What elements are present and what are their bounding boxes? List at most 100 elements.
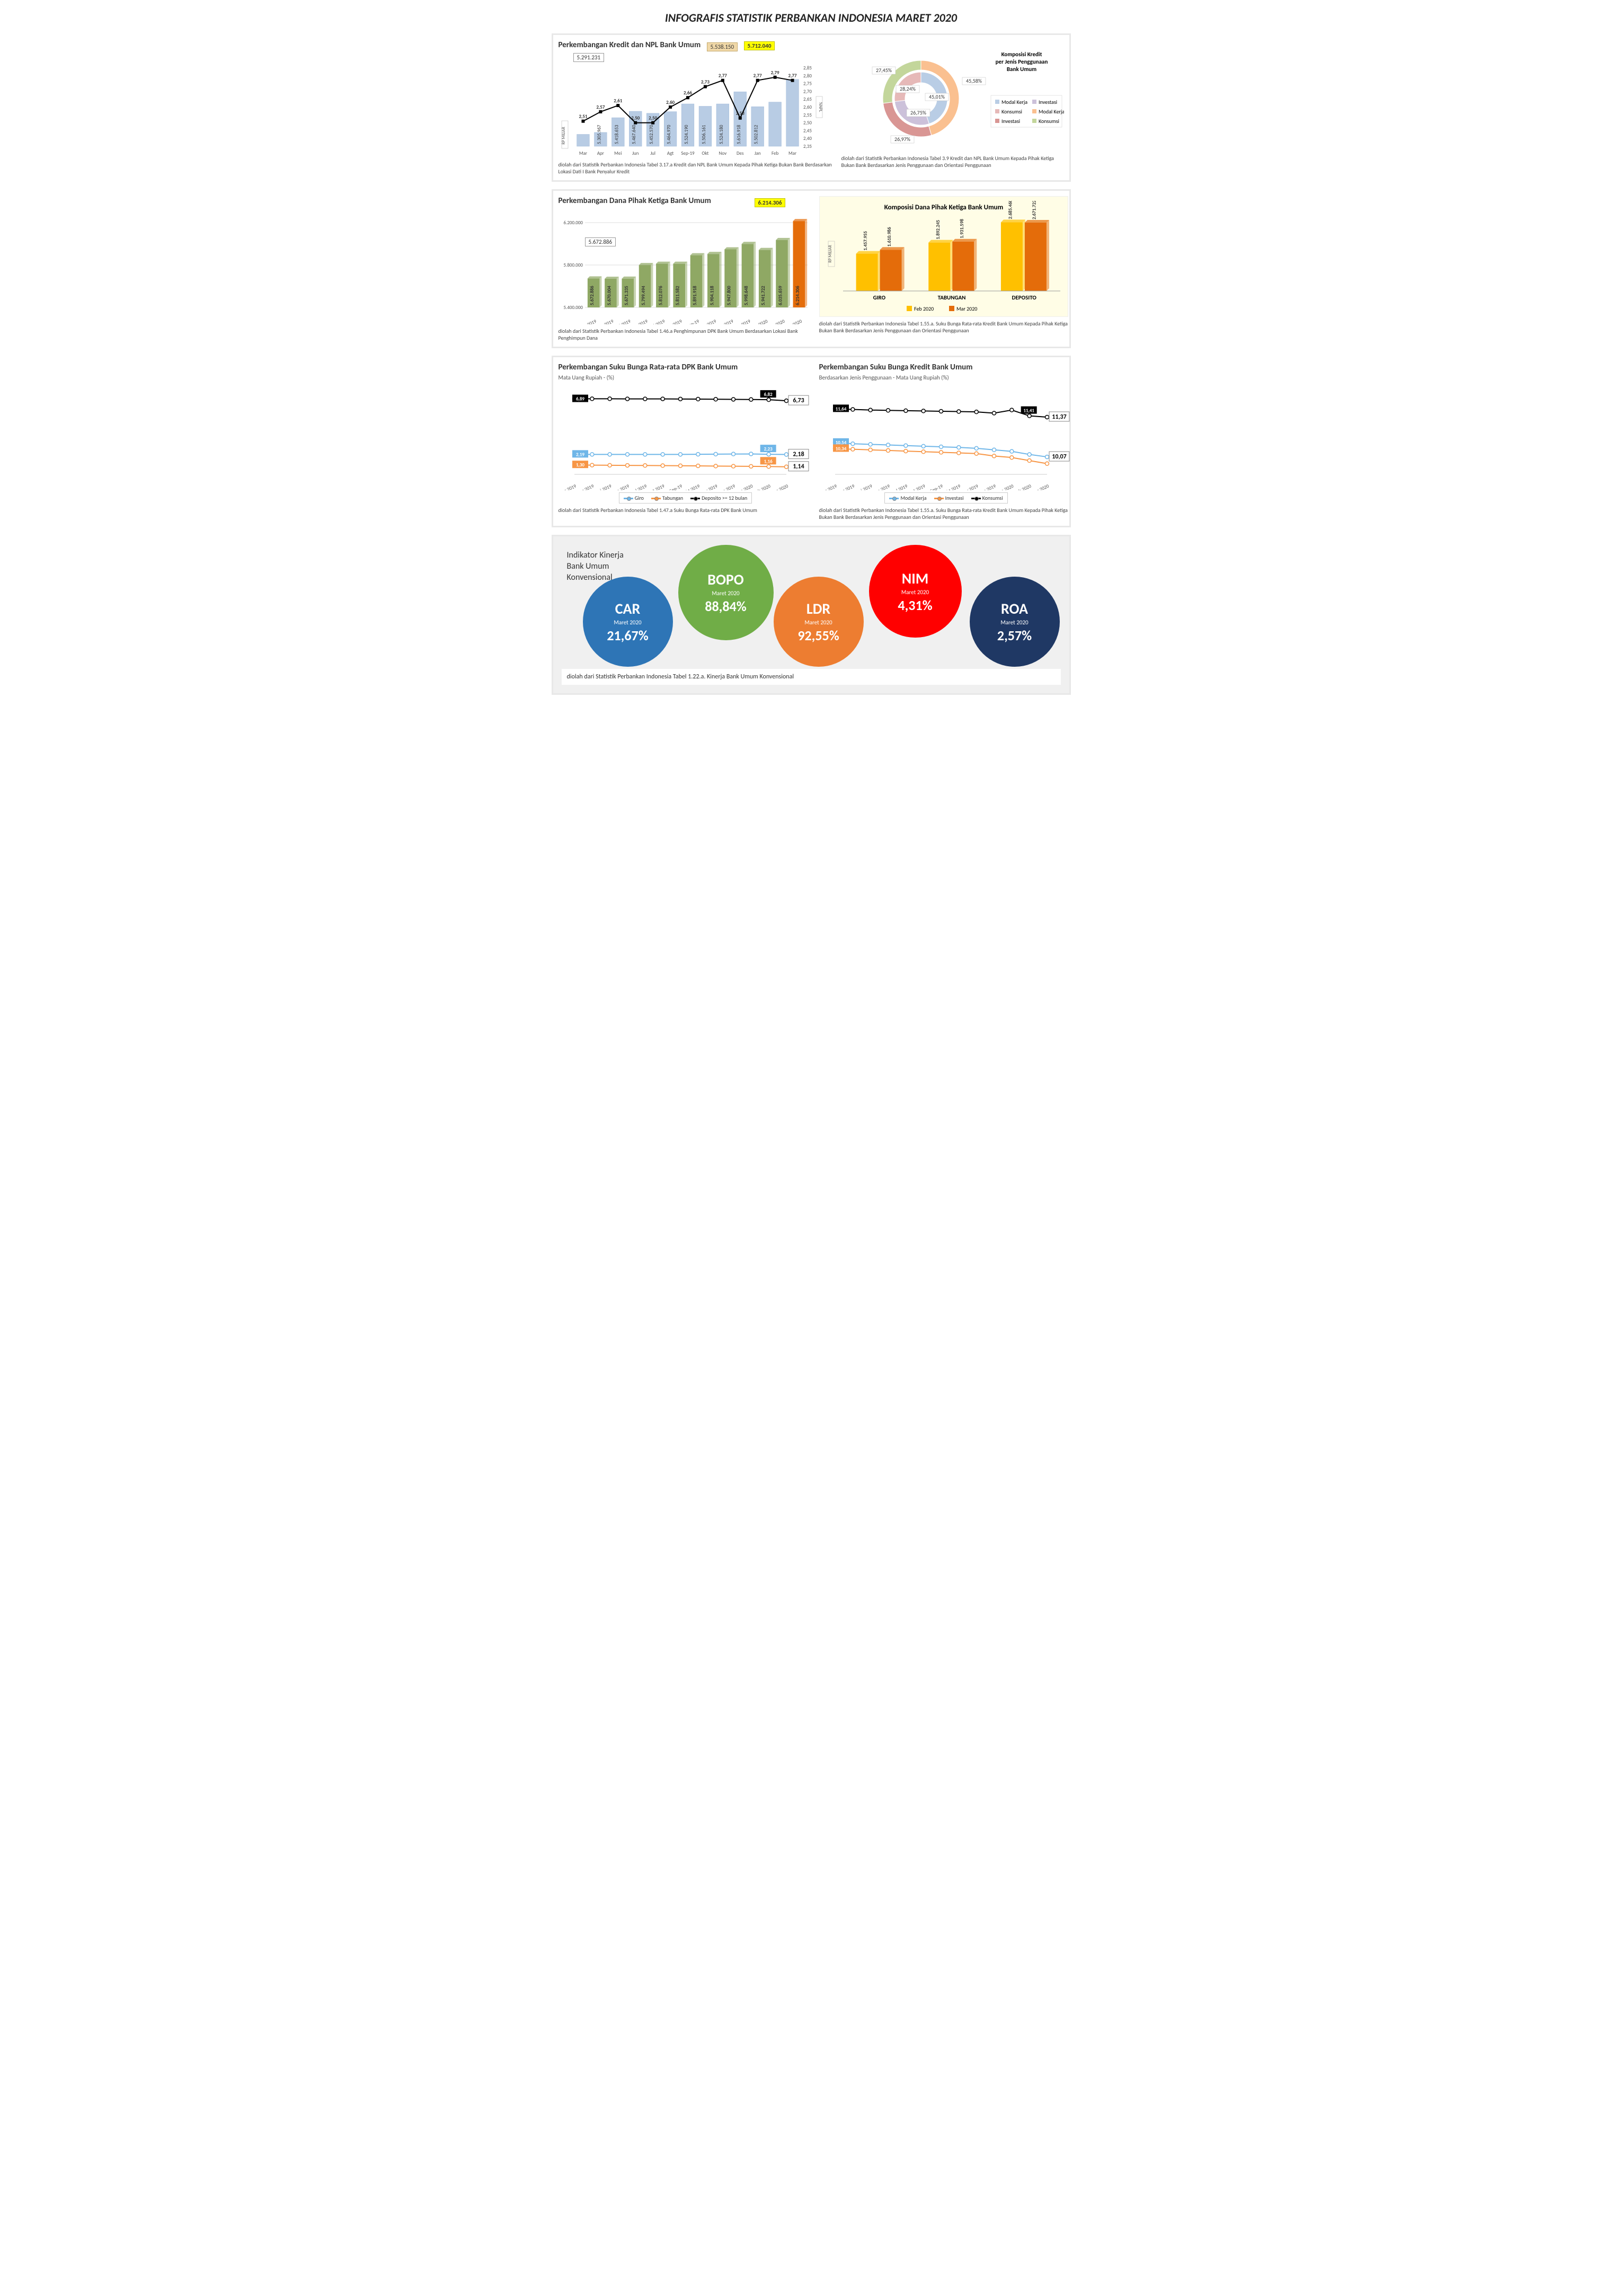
chart2-footnote: diolah dari Statistik Perbankan Indonesi… xyxy=(559,328,813,341)
svg-text:Nov 2019: Nov 2019 xyxy=(699,483,719,490)
svg-text:Jul: Jul xyxy=(650,151,655,156)
svg-text:Agt 2019: Agt 2019 xyxy=(664,319,683,324)
svg-text:Mar: Mar xyxy=(579,151,587,156)
svg-text:Nov 2019: Nov 2019 xyxy=(715,319,734,324)
svg-text:26,97%: 26,97% xyxy=(894,136,910,143)
svg-text:Feb: Feb xyxy=(772,151,778,156)
svg-text:5.506.161: 5.506.161 xyxy=(701,125,706,144)
svg-text:Sep-19: Sep-19 xyxy=(685,319,700,324)
svg-text:Konsumsi: Konsumsi xyxy=(1039,118,1059,125)
svg-text:5.891.918: 5.891.918 xyxy=(692,286,698,305)
svg-text:10,07: 10,07 xyxy=(1052,453,1066,461)
chart2-callout-first: 5.672.886 xyxy=(585,237,616,246)
svg-text:Jun 2019: Jun 2019 xyxy=(873,483,891,490)
svg-text:6,89: 6,89 xyxy=(575,396,584,402)
svg-text:Okt 2019: Okt 2019 xyxy=(943,483,961,490)
svg-text:Des: Des xyxy=(736,151,743,156)
svg-text:5.947.800: 5.947.800 xyxy=(726,286,732,305)
svg-text:2,40: 2,40 xyxy=(803,136,812,142)
svg-text:5.799.494: 5.799.494 xyxy=(641,286,646,305)
svg-text:2,45: 2,45 xyxy=(803,128,812,134)
svg-text:1.892.245: 1.892.245 xyxy=(935,219,941,239)
svg-text:2,77: 2,77 xyxy=(718,73,726,79)
svg-text:5.812.076: 5.812.076 xyxy=(658,286,663,305)
kpi-footnote: diolah dari Statistik Perbankan Indonesi… xyxy=(562,669,1061,685)
svg-text:Jan 2020: Jan 2020 xyxy=(750,319,768,324)
chart4-footnote: diolah dari Statistik Perbankan Indonesi… xyxy=(819,507,1074,520)
svg-text:Feb 2020: Feb 2020 xyxy=(914,305,934,312)
svg-text:2,23: 2,23 xyxy=(764,446,772,452)
svg-text:5.672.886: 5.672.886 xyxy=(589,286,595,305)
chart3-title: Perkembangan Suku Bunga Rata-rata DPK Ba… xyxy=(559,363,813,372)
svg-text:Agt: Agt xyxy=(667,151,673,156)
svg-text:Sep-19: Sep-19 xyxy=(681,151,695,156)
panel-suku-bunga: Perkembangan Suku Bunga Rata-rata DPK Ba… xyxy=(552,356,1071,527)
svg-text:2.685.460: 2.685.460 xyxy=(1007,201,1013,219)
svg-text:5.524.190: 5.524.190 xyxy=(684,125,689,144)
svg-text:Jan: Jan xyxy=(754,151,760,156)
svg-text:5.998.648: 5.998.648 xyxy=(743,286,749,305)
chart1-title: Perkembangan Kredit dan NPL Bank Umum xyxy=(559,40,835,50)
svg-text:1.610.986: 1.610.986 xyxy=(887,227,892,246)
svg-text:Jul 2019: Jul 2019 xyxy=(631,483,648,490)
svg-text:per Jenis Penggunaan: per Jenis Penggunaan xyxy=(995,58,1048,65)
svg-text:Okt: Okt xyxy=(702,151,708,156)
svg-text:45,58%: 45,58% xyxy=(966,77,982,84)
svg-text:Mar 2019: Mar 2019 xyxy=(578,319,597,324)
svg-text:5.616.918: 5.616.918 xyxy=(735,125,741,144)
svg-text:6.035.659: 6.035.659 xyxy=(777,286,783,305)
svg-text:5.502.812: 5.502.812 xyxy=(753,125,759,144)
chart1-callout-first: 5.291.231 xyxy=(573,53,605,62)
svg-text:Komposisi Dana Pihak Ketiga Ba: Komposisi Dana Pihak Ketiga Bank Umum xyxy=(884,204,1003,211)
kpi-car: CARMaret 202021,67% xyxy=(583,577,673,667)
svg-text:1.457.955: 1.457.955 xyxy=(863,231,868,250)
svg-text:2,75: 2,75 xyxy=(803,81,812,87)
svg-text:Investasi: Investasi xyxy=(1001,118,1020,125)
svg-text:5.305.967: 5.305.967 xyxy=(596,125,602,144)
kpi-bopo: BOPOMaret 202088,84% xyxy=(678,545,774,640)
chart4-sub: Berdasarkan Jenis Penggunaan - Mata Uang… xyxy=(819,374,1074,381)
svg-text:Mar 2020: Mar 2020 xyxy=(956,305,977,312)
main-title: INFOGRAFIS STATISTIK PERBANKAN INDONESIA… xyxy=(552,11,1071,25)
svg-text:Mei 2019: Mei 2019 xyxy=(854,483,873,490)
chart4-title: Perkembangan Suku Bunga Kredit Bank Umum xyxy=(819,363,1074,372)
svg-text:27,45%: 27,45% xyxy=(876,67,892,74)
svg-text:Nov 2019: Nov 2019 xyxy=(960,483,979,490)
svg-text:Jan 2020: Jan 2020 xyxy=(735,483,754,490)
svg-text:2,77: 2,77 xyxy=(788,73,796,79)
svg-text:28,24%: 28,24% xyxy=(900,85,916,92)
svg-text:Jun 2019: Jun 2019 xyxy=(631,319,649,324)
svg-text:2,73: 2,73 xyxy=(701,80,709,85)
svg-text:11,41: 11,41 xyxy=(1023,408,1034,414)
svg-text:6,82: 6,82 xyxy=(764,392,772,398)
svg-text:GIRO: GIRO xyxy=(873,294,885,301)
svg-text:2,35: 2,35 xyxy=(803,144,812,149)
svg-text:Mei: Mei xyxy=(614,151,622,156)
svg-text:2,18: 2,18 xyxy=(793,451,804,458)
svg-text:TABUNGAN: TABUNGAN xyxy=(937,294,965,301)
svg-text:2,60: 2,60 xyxy=(666,100,675,105)
svg-text:Mar 2020: Mar 2020 xyxy=(1030,483,1050,490)
svg-text:45,01%: 45,01% xyxy=(929,93,945,100)
svg-text:Mar 2019: Mar 2019 xyxy=(819,483,838,490)
svg-text:2,57: 2,57 xyxy=(596,104,605,110)
svg-text:Mar 2020: Mar 2020 xyxy=(783,319,803,324)
svg-text:2,50: 2,50 xyxy=(803,120,812,126)
chart2-callout-last: 6.214.306 xyxy=(755,198,786,207)
chart2b-footnote: diolah dari Statistik Perbankan Indonesi… xyxy=(819,320,1068,334)
svg-text:Apr 2019: Apr 2019 xyxy=(837,483,855,490)
panel-kredit-npl: Perkembangan Kredit dan NPL Bank Umum 2,… xyxy=(552,33,1071,182)
svg-text:5.671.335: 5.671.335 xyxy=(623,286,629,305)
svg-text:Bank Umum: Bank Umum xyxy=(1006,66,1036,73)
svg-text:Komposisi Kredit: Komposisi Kredit xyxy=(1001,51,1042,58)
panel-kpi: Indikator KinerjaBank UmumKonvensional C… xyxy=(552,535,1071,695)
svg-text:Konsumsi: Konsumsi xyxy=(1001,108,1022,115)
svg-text:5.467.640: 5.467.640 xyxy=(631,125,637,144)
svg-text:Investasi: Investasi xyxy=(1039,99,1057,105)
svg-text:2,77: 2,77 xyxy=(753,73,761,79)
kpi-ldr: LDRMaret 202092,55% xyxy=(774,577,864,667)
svg-text:Nov: Nov xyxy=(719,151,726,156)
svg-text:Mei 2019: Mei 2019 xyxy=(613,319,632,324)
svg-text:5.670.004: 5.670.004 xyxy=(606,286,612,305)
svg-text:2,55: 2,55 xyxy=(803,112,812,118)
